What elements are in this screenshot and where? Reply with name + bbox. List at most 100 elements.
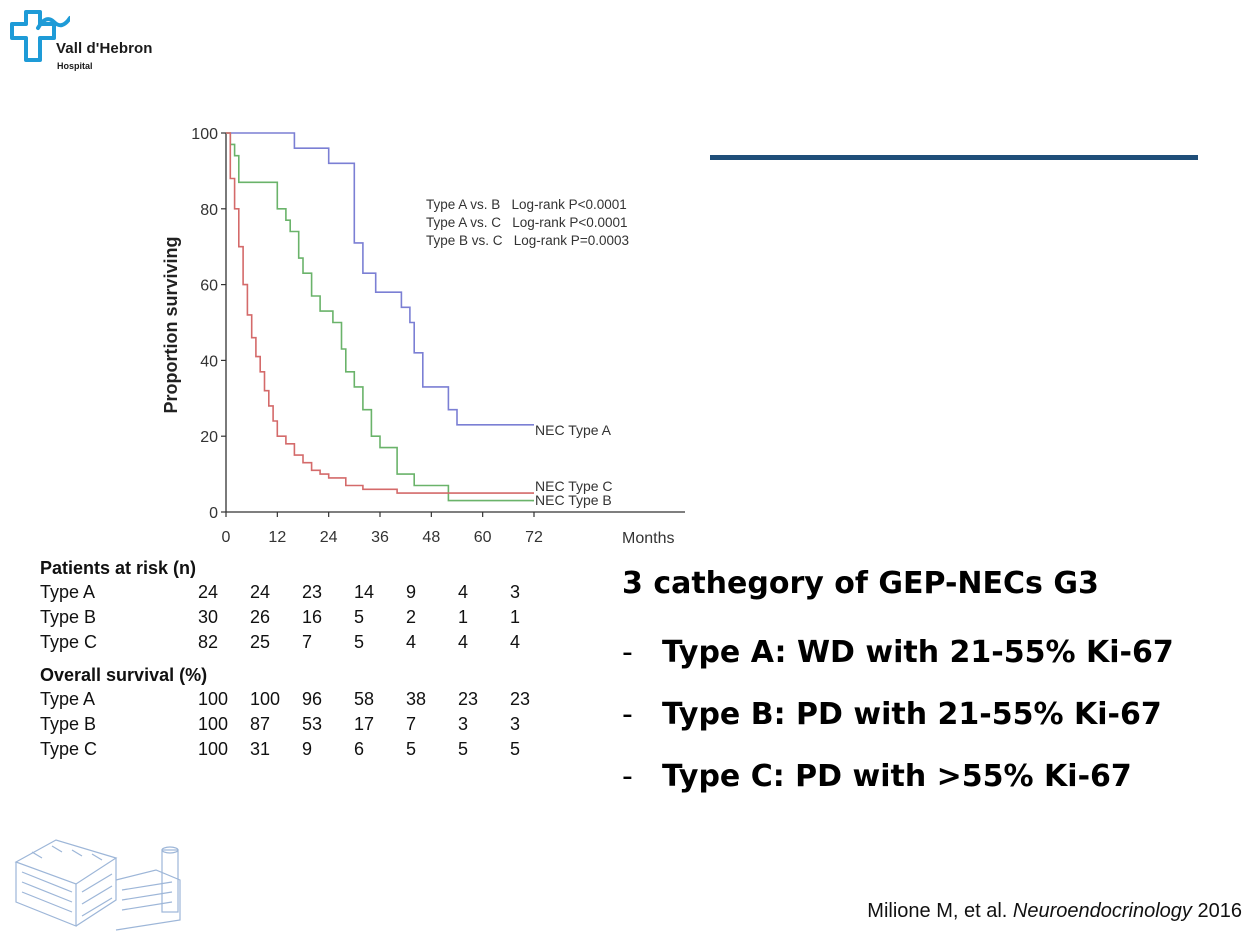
table-cell: 100 <box>198 689 229 709</box>
y-tick-label: 40 <box>200 353 218 370</box>
table-cell: 24 <box>250 582 271 602</box>
y-tick-label: 80 <box>200 202 218 219</box>
table-cell: 100 <box>250 689 281 709</box>
x-tick-label: 0 <box>222 529 231 546</box>
km-curve-nec-type-a <box>226 132 534 426</box>
logrank-annotation-ab: Type A vs. B Log-rank P<0.0001 <box>426 197 627 212</box>
y-axis-label: Proportion surviving <box>161 236 181 413</box>
vall-hebron-cross-icon <box>10 10 70 62</box>
table-cell: 26 <box>250 607 271 627</box>
row-label: Type C <box>40 632 98 652</box>
table-cell: 2 <box>406 607 417 627</box>
logo-subtitle: Hospital <box>57 61 93 71</box>
row-label: Type B <box>40 607 97 627</box>
x-tick-label: 24 <box>320 529 338 546</box>
logrank-annotation-bc: Type B vs. C Log-rank P=0.0003 <box>426 233 629 248</box>
bullet-item: - Type B: PD with 21-55% Ki-67 <box>622 684 1174 746</box>
table-cell: 23 <box>510 689 531 709</box>
table-cell: 5 <box>354 607 365 627</box>
table-cell: 100 <box>198 739 229 759</box>
table-cell: 14 <box>354 582 375 602</box>
table-cell: 16 <box>302 607 323 627</box>
bullet-dash: - <box>622 697 633 732</box>
logrank-annotation-ac: Type A vs. C Log-rank P<0.0001 <box>426 215 628 230</box>
x-tick-label: 72 <box>525 529 543 546</box>
table-cell: 87 <box>250 714 271 734</box>
table-cell: 17 <box>354 714 375 734</box>
table-cell: 9 <box>406 582 417 602</box>
km-curve-nec-type-b <box>226 132 534 502</box>
risk-table-title: Patients at risk (n) <box>40 558 197 578</box>
table-row: Type C 100 31 9 6 5 5 5 <box>40 737 562 762</box>
table-cell: 9 <box>302 739 313 759</box>
table-cell: 1 <box>510 607 521 627</box>
table-row: Type B 100 87 53 17 7 3 3 <box>40 712 562 737</box>
y-tick-label: 60 <box>200 278 218 295</box>
table-row: Type A 100 100 96 58 38 23 23 <box>40 687 562 712</box>
bullet-item: - Type A: WD with 21-55% Ki-67 <box>622 622 1174 684</box>
risk-table: Patients at risk (n) Type A 24 24 23 14 … <box>40 556 562 762</box>
table-cell: 7 <box>406 714 417 734</box>
table-cell: 7 <box>302 632 313 652</box>
table-cell: 4 <box>458 582 469 602</box>
bullet-item: - Type C: PD with >55% Ki-67 <box>622 746 1174 808</box>
y-tick-label: 100 <box>191 126 218 143</box>
table-cell: 5 <box>406 739 417 759</box>
table-cell: 6 <box>354 739 365 759</box>
survival-table-title: Overall survival (%) <box>40 665 208 685</box>
table-cell: 23 <box>458 689 479 709</box>
citation-authors: Milione M, et al. <box>867 900 1008 922</box>
table-cell: 58 <box>354 689 375 709</box>
row-label: Type A <box>40 582 96 602</box>
table-cell: 5 <box>458 739 469 759</box>
table-cell: 3 <box>458 714 469 734</box>
table-cell: 4 <box>510 632 521 652</box>
table-row: Type C 82 25 7 5 4 4 4 <box>40 630 562 655</box>
bullet-text: Type B: PD with 21-55% Ki-67 <box>662 697 1162 732</box>
table-cell: 31 <box>250 739 271 759</box>
table-cell: 24 <box>198 582 219 602</box>
table-cell: 96 <box>302 689 323 709</box>
hospital-building-illustration-icon <box>14 839 181 931</box>
table-cell: 3 <box>510 714 521 734</box>
row-label: Type B <box>40 714 97 734</box>
series-label-type-c: NEC Type C <box>535 478 613 494</box>
citation-year: 2016 <box>1197 900 1243 922</box>
table-cell: 5 <box>354 632 365 652</box>
bullets-heading: 3 cathegory of GEP-NECs G3 <box>622 566 1099 601</box>
series-label-type-b: NEC Type B <box>535 492 612 508</box>
row-label: Type A <box>40 689 96 709</box>
survival-chart: 0 20 40 60 80 100 0 12 24 36 48 60 72 Proportion su… <box>161 126 685 547</box>
citation: Milione M, et al. Neuroendocrinology 201… <box>867 900 1242 923</box>
bullet-dash: - <box>622 759 633 794</box>
table-cell: 30 <box>198 607 219 627</box>
bullet-dash: - <box>622 635 633 670</box>
logo-name: Vall d'Hebron <box>56 40 153 57</box>
table-cell: 25 <box>250 632 271 652</box>
x-axis-label: Months <box>622 530 674 547</box>
table-cell: 100 <box>198 714 229 734</box>
table-cell: 38 <box>406 689 427 709</box>
table-cell: 4 <box>406 632 417 652</box>
table-cell: 23 <box>302 582 323 602</box>
series-label-type-a: NEC Type A <box>535 422 612 438</box>
bullet-text: Type C: PD with >55% Ki-67 <box>662 759 1132 794</box>
table-cell: 53 <box>302 714 323 734</box>
citation-journal: Neuroendocrinology <box>1012 900 1192 922</box>
category-bullets: 3 cathegory of GEP-NECs G3 - Type A: WD … <box>622 560 1174 808</box>
table-cell: 82 <box>198 632 219 652</box>
x-tick-label: 60 <box>474 529 492 546</box>
bullet-text: Type A: WD with 21-55% Ki-67 <box>662 635 1174 670</box>
table-cell: 5 <box>510 739 521 759</box>
y-tick-label: 0 <box>209 505 218 522</box>
x-tick-label: 12 <box>268 529 286 546</box>
x-tick-label: 48 <box>422 529 440 546</box>
hospital-logo: Vall d'Hebron Hospital <box>10 10 180 74</box>
table-row: Type A 24 24 23 14 9 4 3 <box>40 580 562 605</box>
row-label: Type C <box>40 739 98 759</box>
y-tick-label: 20 <box>200 429 218 446</box>
km-curve-nec-type-c <box>226 132 534 494</box>
table-cell: 1 <box>458 607 469 627</box>
accent-rule <box>710 155 1198 160</box>
x-tick-label: 36 <box>371 529 389 546</box>
